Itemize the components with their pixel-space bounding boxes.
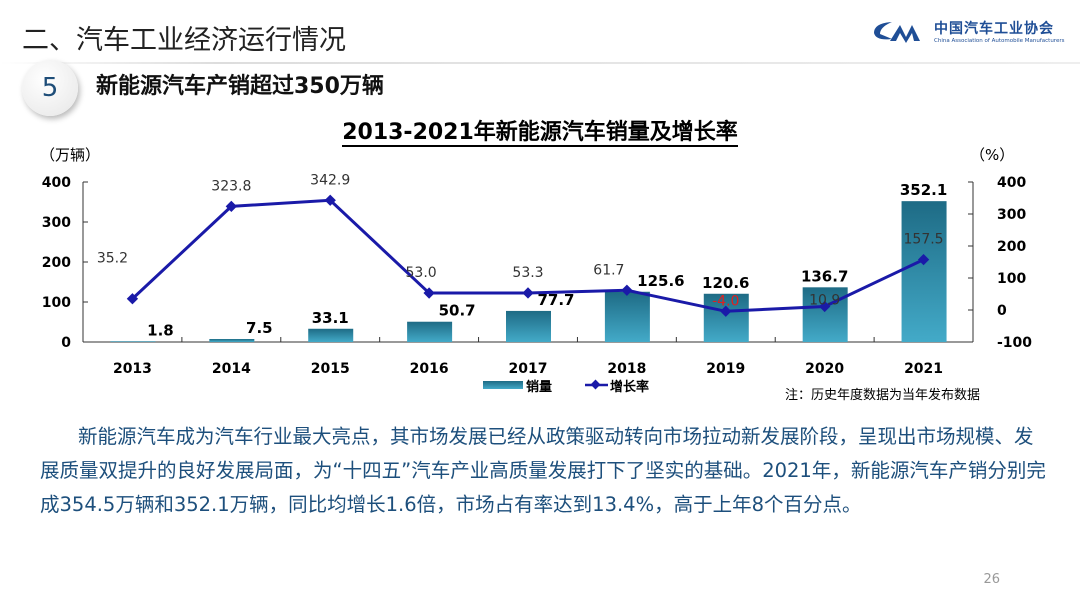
bar-label-2018: 125.6: [637, 272, 684, 290]
y-left-tick-label: 200: [42, 255, 71, 271]
section-title: 二、汽车工业经济运行情况: [22, 25, 346, 56]
y-right-tick-label: 100: [997, 271, 1026, 287]
y-right-tick-label: 300: [997, 207, 1026, 223]
growth-label-2019: -4.0: [712, 293, 739, 309]
bar-2019: [703, 293, 749, 342]
y-right-tick-label: -100: [997, 335, 1032, 351]
bar-2020: [802, 287, 848, 342]
body-paragraph: 新能源汽车成为汽车行业最大亮点，其市场发展已经从政策驱动转向市场拉动新发展阶段，…: [40, 425, 1046, 516]
bar-label-2020: 136.7: [801, 267, 848, 285]
growth-marker-2018: [621, 284, 633, 296]
growth-label-2018: 61.7: [593, 262, 624, 278]
x-tick-label: 2014: [212, 361, 251, 377]
x-tick-label: 2020: [805, 361, 844, 377]
growth-marker-2013: [126, 293, 139, 305]
y-left-tick-label: 100: [42, 295, 71, 311]
bar-2021: [901, 201, 947, 342]
bar-2017: [506, 310, 551, 342]
bar-label-2017: 77.7: [537, 291, 574, 309]
legend-line-label: 增长率: [610, 379, 649, 395]
x-tick-label: 2017: [509, 361, 548, 377]
growth-label-2017: 53.3: [512, 265, 543, 281]
legend-line-marker: [590, 379, 601, 390]
growth-marker-2016: [423, 287, 435, 299]
bar-2013: [110, 341, 156, 342]
bar-label-2019: 120.6: [702, 274, 749, 292]
y-left-label: （万辆）: [40, 146, 100, 164]
growth-label-2021: 157.5: [904, 232, 944, 248]
growth-label-2015: 342.9: [310, 172, 350, 188]
y-left-tick-label: 300: [42, 215, 71, 231]
y-right-label: （%）: [970, 146, 1014, 164]
x-tick-label: 2016: [410, 361, 449, 377]
bar-label-2016: 50.7: [439, 302, 476, 320]
x-tick-label: 2021: [904, 361, 943, 377]
logo-name-en: China Association of Automobile Manufact…: [934, 38, 1065, 44]
growth-label-2020: 10.9: [809, 293, 840, 309]
x-tick-label: 2019: [706, 361, 745, 377]
growth-label-2013: 35.2: [97, 251, 128, 267]
y-left-tick-label: 0: [61, 335, 71, 351]
growth-label-2014: 323.8: [211, 178, 251, 194]
chart: （万辆） （%） 400 300 200 100 0 400 300 200 100 0 -100 2…: [40, 146, 1032, 403]
x-tick-label: 2013: [113, 361, 152, 377]
chart-title: 2013-2021年新能源汽车销量及增长率: [0, 114, 1080, 147]
bar-2018: [604, 291, 650, 342]
caam-logo: 中国汽车工业协会 China Association of Automobile …: [872, 18, 1064, 44]
y-right-tick-label: 400: [997, 175, 1026, 191]
bar-label-2013: 1.8: [147, 321, 174, 339]
y-right-tick-label: 0: [997, 303, 1007, 319]
bar-2016: [407, 321, 453, 342]
slide-subtitle: 新能源汽车产销超过350万辆: [96, 74, 384, 99]
bar-2015: [308, 328, 354, 342]
y-right-tick-label: 200: [997, 239, 1026, 255]
growth-label-2016: 53.0: [406, 265, 437, 281]
bar-label-2014: 7.5: [246, 319, 273, 337]
x-tick-label: 2015: [311, 361, 350, 377]
chart-note: 注：历史年度数据为当年发布数据: [785, 387, 980, 403]
divider: [0, 62, 1080, 64]
chart-title-text: 2013-2021年新能源汽车销量及增长率: [342, 120, 738, 147]
legend-bar-label: 销量: [526, 379, 552, 395]
legend-bar-swatch: [483, 381, 523, 389]
growth-marker-2019: [720, 305, 732, 317]
y-left-tick-label: 400: [42, 175, 71, 191]
bar-label-2021: 352.1: [900, 181, 947, 199]
bar-label-2015: 33.1: [312, 309, 349, 327]
logo-name-cn: 中国汽车工业协会: [934, 21, 1054, 37]
growth-marker-2015: [324, 194, 336, 206]
section-number-badge: 5: [22, 60, 78, 116]
growth-marker-2017: [522, 287, 534, 299]
growth-marker-2020: [819, 300, 831, 313]
bar-2014: [209, 339, 255, 342]
x-tick-label: 2018: [607, 361, 646, 377]
caam-logo-icon: [874, 22, 920, 43]
page-number: 26: [983, 572, 1000, 587]
